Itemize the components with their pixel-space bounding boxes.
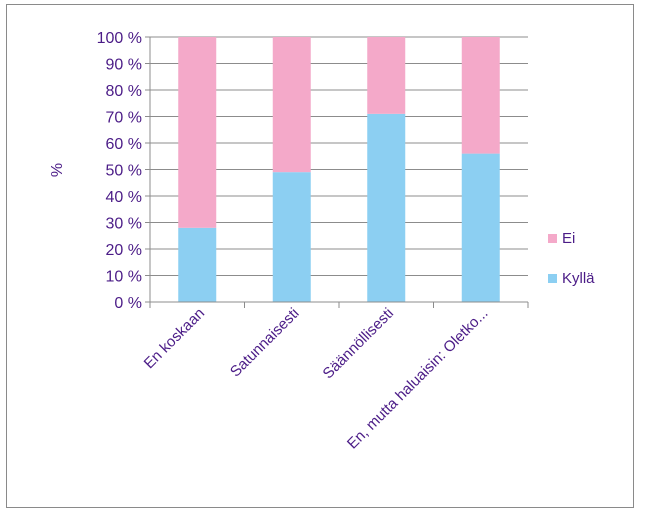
bar-ei (272, 37, 311, 173)
category-labels: En koskaan Satunnaisesti SäännöllisestiEn,… (141, 305, 492, 453)
y-tick-label: 40 % (106, 189, 142, 206)
y-tick-label: 30 % (106, 216, 142, 233)
y-tick-labels: 0 % 10 % 20 % 30 % 40 % 50 % 60 % 70 % 80 % 90 % 1… (97, 30, 142, 312)
chart-frame (6, 4, 634, 508)
bar-ei (367, 37, 406, 114)
legend-swatch (548, 274, 557, 283)
category-label: En koskaan (141, 305, 208, 372)
y-tick-label: 60 % (106, 136, 142, 153)
bar-kyll- (461, 153, 500, 302)
y-axis-label: % (49, 163, 66, 177)
y-tick-label: 20 % (106, 242, 142, 259)
category-label: Säännöllisesti (320, 305, 397, 382)
y-tick-label: 80 % (106, 83, 142, 100)
legend-label: Kyllä (562, 270, 595, 287)
bar-kyll- (367, 113, 406, 302)
y-tick-label: 90 % (106, 57, 142, 74)
y-tick-label: 10 % (106, 269, 142, 286)
y-tick-label: 100 % (97, 30, 142, 47)
bar-ei (461, 37, 500, 154)
category-label: Satunnaisesti (227, 305, 303, 381)
bar-ei (178, 37, 217, 228)
legend-swatch (548, 234, 557, 243)
bar-kyll- (272, 172, 311, 302)
y-tick-label: 0 % (114, 295, 142, 312)
legend-label: Ei (562, 230, 575, 247)
y-tick-label: 70 % (106, 110, 142, 127)
legend: Ei Kyllä (548, 230, 595, 287)
y-tick-label: 50 % (106, 163, 142, 180)
bar-kyll- (178, 227, 217, 302)
axes (145, 36, 529, 308)
bars (178, 37, 500, 302)
